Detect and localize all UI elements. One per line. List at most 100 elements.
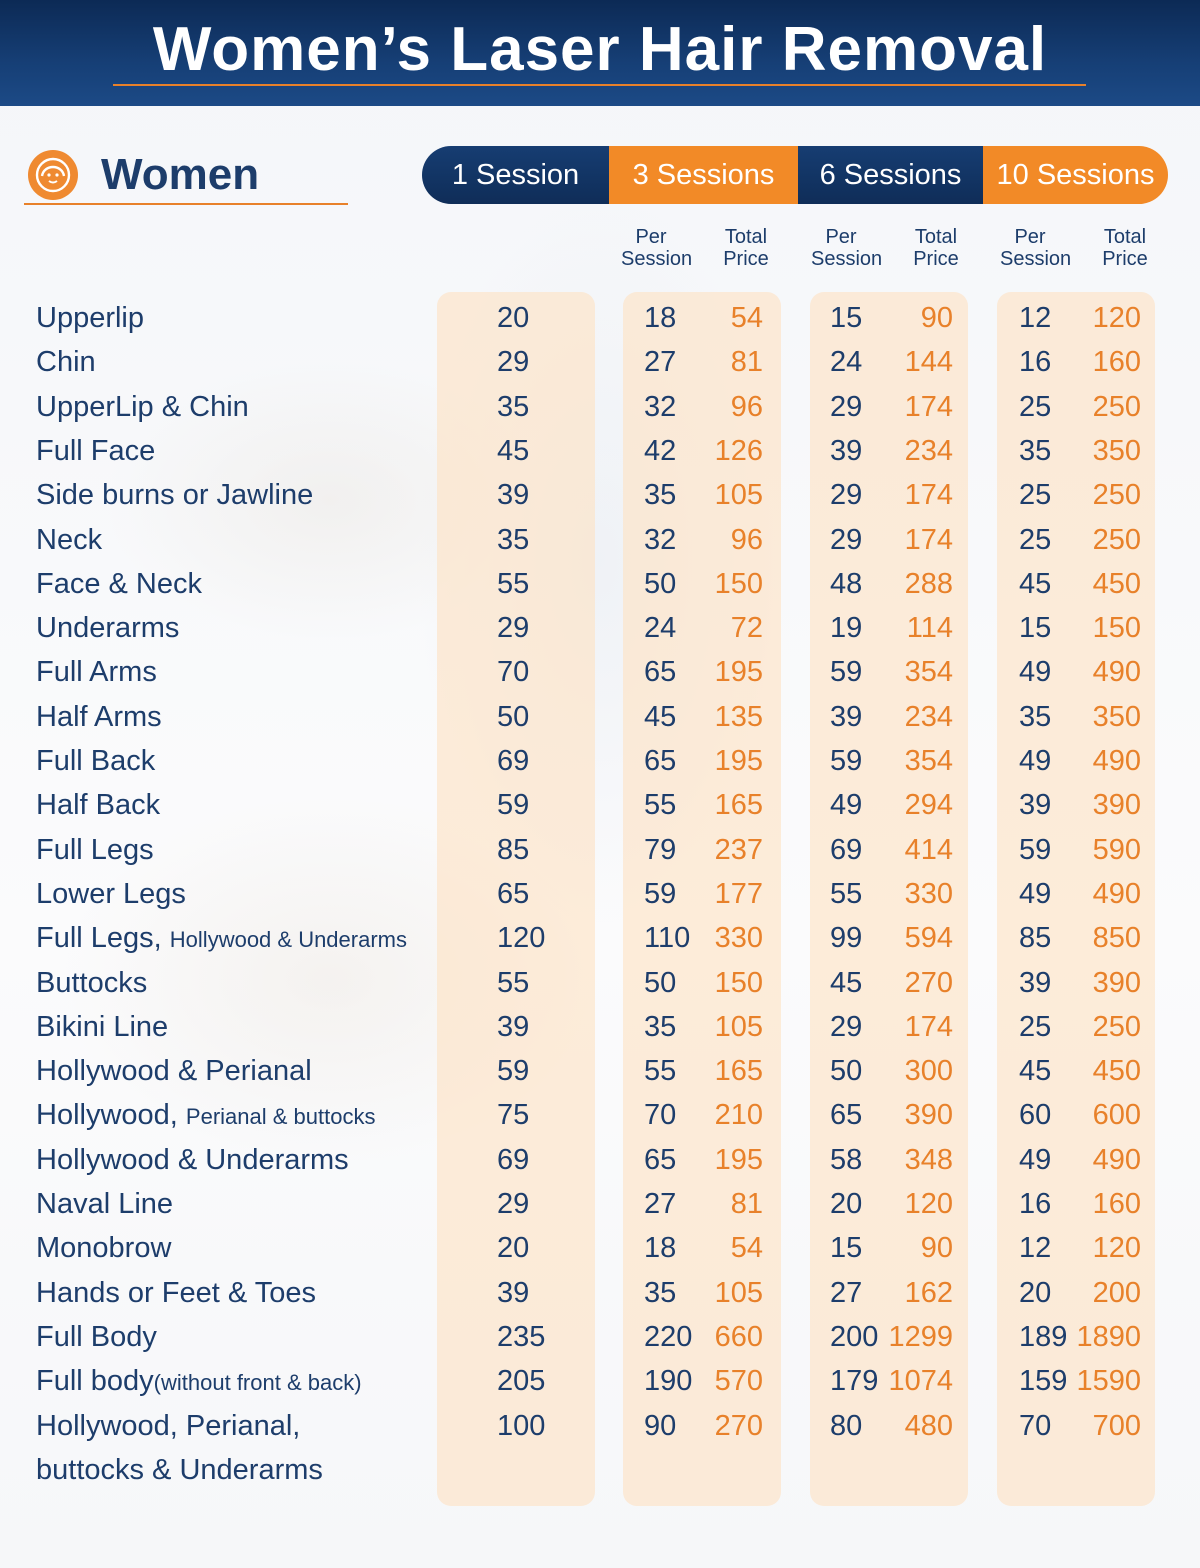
price-s6-per: 50	[830, 1055, 863, 1087]
total-price-header: Total Price	[723, 226, 769, 270]
price-s3-total: 150	[714, 568, 763, 600]
title-underline	[113, 84, 1086, 86]
price-s10-total: 350	[1092, 701, 1141, 733]
price-s10-total: 160	[1092, 346, 1141, 378]
price-s3-total: 195	[714, 745, 763, 777]
price-s6-total: 294	[904, 789, 953, 821]
price-s6-total: 288	[904, 568, 953, 600]
price-s6-per: 99	[830, 922, 863, 954]
price-s1: 50	[497, 701, 530, 733]
price-s6-total: 144	[904, 346, 953, 378]
row-label: Monobrow	[36, 1232, 172, 1264]
price-s10-total: 1890	[1076, 1321, 1141, 1353]
price-s6-per: 48	[830, 568, 863, 600]
total-price-header: Total Price	[1102, 226, 1148, 270]
price-s10-total: 490	[1092, 745, 1141, 777]
total-price-header: Total Price	[913, 226, 959, 270]
price-s10-per: 12	[1019, 302, 1052, 334]
price-s3-total: 210	[714, 1099, 763, 1131]
price-s1: 55	[497, 967, 530, 999]
price-s6-total: 270	[904, 967, 953, 999]
price-s3-per: 190	[644, 1365, 693, 1397]
price-s10-per: 45	[1019, 1055, 1052, 1087]
price-s10-per: 35	[1019, 701, 1052, 733]
price-s6-total: 354	[904, 656, 953, 688]
section-label: Women	[101, 150, 260, 199]
price-s6-per: 29	[830, 391, 863, 423]
price-s3-total: 177	[714, 878, 763, 910]
price-s3-total: 72	[730, 612, 763, 644]
price-s3-per: 55	[644, 789, 677, 821]
price-s1: 69	[497, 745, 530, 777]
price-s3-per: 27	[644, 346, 677, 378]
price-s6-per: 39	[830, 701, 863, 733]
column-6-sessions	[810, 292, 968, 1506]
price-s3-total: 135	[714, 701, 763, 733]
price-s10-per: 16	[1019, 1188, 1052, 1220]
row-label: Chin	[36, 346, 96, 378]
price-s10-per: 39	[1019, 967, 1052, 999]
row-label: Hollywood & Perianal	[36, 1055, 312, 1087]
price-s10-per: 189	[1019, 1321, 1068, 1353]
per-session-header: Per Session	[1000, 226, 1072, 270]
price-s3-per: 65	[644, 1144, 677, 1176]
price-s3-per: 35	[644, 1277, 677, 1309]
price-s6-total: 414	[904, 834, 953, 866]
price-s6-per: 29	[830, 524, 863, 556]
price-s1: 70	[497, 656, 530, 688]
price-s10-per: 45	[1019, 568, 1052, 600]
price-s3-total: 330	[714, 922, 763, 954]
price-s3-total: 54	[730, 1232, 763, 1264]
session-tabs: 1 Session 3 Sessions 6 Sessions 10 Sessi…	[422, 146, 1168, 204]
row-label: Hollywood & Underarms	[36, 1144, 349, 1176]
row-label: Buttocks	[36, 967, 148, 999]
price-s1: 205	[497, 1365, 546, 1397]
price-s1: 65	[497, 878, 530, 910]
price-s3-per: 35	[644, 479, 677, 511]
price-s3-total: 105	[714, 479, 763, 511]
price-s10-per: 25	[1019, 524, 1052, 556]
row-label: Full Face	[36, 435, 156, 467]
price-s6-per: 24	[830, 346, 863, 378]
price-s3-total: 237	[714, 834, 763, 866]
price-s6-per: 39	[830, 435, 863, 467]
price-s1: 29	[497, 1188, 530, 1220]
price-s10-total: 700	[1092, 1410, 1141, 1442]
price-s10-total: 600	[1092, 1099, 1141, 1131]
row-label: Full Back	[36, 745, 156, 777]
price-s6-per: 55	[830, 878, 863, 910]
tab-6-sessions: 6 Sessions	[798, 146, 983, 204]
price-s6-total: 174	[904, 391, 953, 423]
price-s3-total: 54	[730, 302, 763, 334]
price-s10-per: 60	[1019, 1099, 1052, 1131]
price-s1: 120	[497, 922, 546, 954]
price-s3-total: 195	[714, 656, 763, 688]
price-s10-total: 450	[1092, 568, 1141, 600]
price-s3-per: 27	[644, 1188, 677, 1220]
price-s10-total: 250	[1092, 479, 1141, 511]
price-s3-per: 32	[644, 391, 677, 423]
price-s3-per: 59	[644, 878, 677, 910]
price-s1: 20	[497, 1232, 530, 1264]
price-s10-total: 850	[1092, 922, 1141, 954]
price-s10-total: 490	[1092, 878, 1141, 910]
column-1-session	[437, 292, 595, 1506]
price-s1: 29	[497, 346, 530, 378]
price-s6-total: 354	[904, 745, 953, 777]
price-s10-total: 250	[1092, 524, 1141, 556]
price-s10-total: 120	[1092, 1232, 1141, 1264]
row-label: Half Arms	[36, 701, 162, 733]
price-s6-total: 1074	[888, 1365, 953, 1397]
price-s10-total: 390	[1092, 967, 1141, 999]
row-label: Full Legs	[36, 834, 154, 866]
row-label: Face & Neck	[36, 568, 202, 600]
price-s1: 69	[497, 1144, 530, 1176]
price-s1: 35	[497, 524, 530, 556]
per-session-header: Per Session	[811, 226, 883, 270]
price-s10-total: 1590	[1076, 1365, 1141, 1397]
price-s1: 235	[497, 1321, 546, 1353]
tab-3-sessions: 3 Sessions	[609, 146, 798, 204]
price-s1: 45	[497, 435, 530, 467]
price-s3-per: 42	[644, 435, 677, 467]
price-s10-per: 49	[1019, 1144, 1052, 1176]
